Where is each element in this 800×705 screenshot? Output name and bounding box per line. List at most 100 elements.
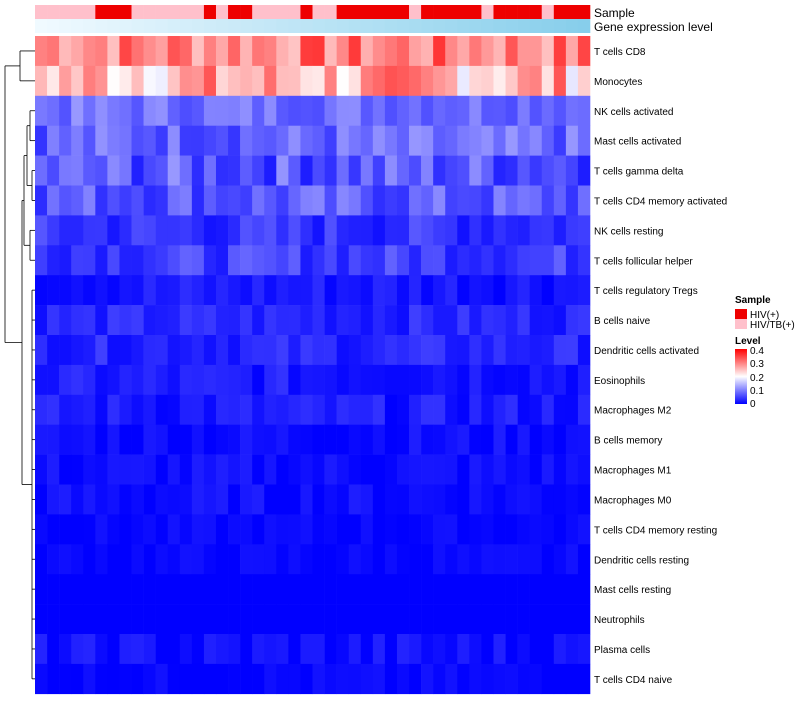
heatmap-cell — [505, 394, 518, 425]
heatmap-cell — [457, 364, 470, 396]
heatmap-cell — [179, 245, 193, 276]
heatmap-cell — [167, 394, 181, 425]
heatmap-cell — [396, 484, 410, 515]
heatmap-cell — [203, 454, 217, 485]
heatmap-cell — [83, 634, 96, 665]
heatmap-cell — [228, 215, 241, 246]
heatmap-cell — [541, 544, 555, 575]
heatmap-cell — [312, 65, 325, 97]
heatmap-cell — [541, 364, 555, 396]
heatmap-cell — [35, 424, 48, 455]
heatmap-cell — [228, 484, 241, 515]
heatmap-cell — [131, 275, 144, 306]
row-label: Monocytes — [594, 77, 642, 88]
heatmap-cell — [179, 335, 193, 366]
heatmap-cell — [541, 634, 555, 665]
heatmap-cell — [481, 95, 494, 126]
heatmap-cell — [457, 65, 470, 97]
sample-annotation-cell — [288, 5, 301, 19]
heatmap-cell — [433, 185, 446, 216]
expression-annotation-cell — [396, 19, 410, 33]
heatmap-cell — [409, 364, 422, 396]
heatmap-cell — [505, 544, 518, 575]
heatmap-cell — [505, 634, 518, 665]
heatmap-cell — [35, 245, 48, 276]
heatmap-cell — [457, 125, 470, 156]
heatmap-cell — [300, 65, 313, 97]
heatmap-cell — [553, 663, 567, 695]
heatmap-cell — [179, 634, 193, 665]
row-label: T cells CD4 memory resting — [594, 525, 717, 536]
heatmap-cell — [191, 364, 205, 396]
heatmap-cell — [360, 663, 374, 695]
heatmap-cell — [300, 663, 313, 695]
heatmap-cell — [457, 454, 470, 485]
heatmap-cell — [565, 544, 579, 575]
heatmap-cell — [203, 424, 217, 455]
heatmap-cell — [577, 604, 591, 635]
sample-annotation-cell — [541, 5, 555, 19]
heatmap-cell — [71, 484, 84, 515]
heatmap-cell — [481, 634, 494, 665]
heatmap-cell — [541, 65, 555, 97]
heatmap-cell — [553, 305, 567, 336]
heatmap-cell — [409, 484, 422, 515]
heatmap-cell — [577, 364, 591, 396]
heatmap-cell — [203, 125, 217, 156]
heatmap-cell — [179, 36, 193, 67]
heatmap-cell — [179, 95, 193, 126]
heatmap-cell — [360, 574, 374, 605]
expression-annotation-cell — [529, 19, 543, 33]
heatmap-cell — [119, 394, 132, 425]
heatmap-cell — [360, 604, 374, 635]
heatmap-cell — [433, 514, 446, 545]
heatmap-cell — [517, 544, 530, 575]
heatmap-cell — [228, 155, 241, 186]
expression-annotation-cell — [59, 19, 72, 33]
heatmap-cell — [372, 305, 386, 336]
heatmap-cell — [372, 454, 386, 485]
heatmap-cell — [107, 275, 120, 306]
row-label: Macrophages M1 — [594, 466, 672, 477]
heatmap-cell — [541, 574, 555, 605]
heatmap-cell — [493, 604, 506, 635]
heatmap-cell — [360, 65, 374, 97]
heatmap-cell — [264, 245, 277, 276]
heatmap-cell — [215, 245, 229, 276]
heatmap-cell — [565, 634, 579, 665]
heatmap-cell — [529, 454, 543, 485]
expression-annotation-cell — [384, 19, 398, 33]
heatmap-cell — [348, 394, 362, 425]
sample-annotation-cell — [240, 5, 253, 19]
heatmap-cell — [457, 484, 470, 515]
heatmap-cell — [71, 36, 84, 67]
heatmap-cell — [396, 424, 410, 455]
heatmap-cell — [481, 36, 494, 67]
heatmap-cell — [203, 155, 217, 186]
heatmap-cell — [577, 454, 591, 485]
heatmap-cell — [179, 275, 193, 306]
heatmap-cell — [421, 155, 434, 186]
heatmap-cell — [445, 544, 458, 575]
heatmap-cell — [95, 544, 108, 575]
heatmap-cell — [95, 663, 108, 695]
heatmap-cell — [481, 305, 494, 336]
heatmap-cell — [336, 484, 349, 515]
sample-annotation-cell — [312, 5, 325, 19]
heatmap-cell — [481, 155, 494, 186]
heatmap-cell — [360, 36, 374, 67]
heatmap-cell — [167, 125, 181, 156]
heatmap-cell — [421, 484, 434, 515]
sample-annotation-cell — [433, 5, 446, 19]
heatmap-cell — [191, 663, 205, 695]
heatmap-cell — [179, 305, 193, 336]
heatmap-cell — [517, 484, 530, 515]
expression-annotation-cell — [252, 19, 265, 33]
heatmap-cell — [372, 663, 386, 695]
heatmap-cell — [469, 125, 482, 156]
heatmap-cell — [288, 634, 301, 665]
expression-annotation-cell — [47, 19, 60, 33]
heatmap-cell — [384, 514, 398, 545]
heatmap-cell — [264, 574, 277, 605]
